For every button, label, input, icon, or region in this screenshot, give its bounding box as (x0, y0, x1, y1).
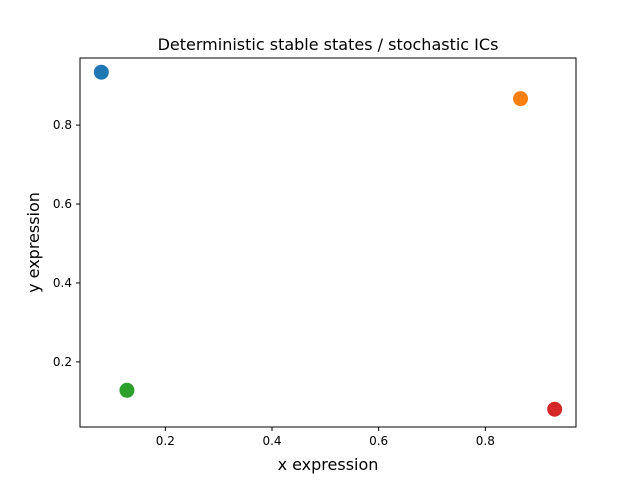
y-axis-label: y expression (24, 192, 43, 293)
y-tick-label: 0.4 (53, 276, 72, 290)
data-point-1 (93, 64, 109, 80)
x-tick-label: 0.6 (369, 434, 388, 448)
data-point-3 (119, 382, 135, 398)
x-tick-label: 0.8 (476, 434, 495, 448)
x-tick-label: 0.2 (156, 434, 175, 448)
data-points (93, 64, 563, 417)
data-point-2 (513, 91, 529, 107)
y-tick-label: 0.2 (53, 355, 72, 369)
plot-area (80, 58, 576, 427)
data-point-4 (547, 401, 563, 417)
x-axis-label: x expression (278, 455, 379, 474)
y-tick-label: 0.6 (53, 197, 72, 211)
x-axis-ticks: 0.2 0.4 0.6 0.8 (156, 427, 495, 448)
plot-frame (79, 57, 577, 428)
y-tick-label: 0.8 (53, 118, 72, 132)
y-axis-ticks: 0.2 0.4 0.6 0.8 (53, 118, 80, 369)
x-tick-label: 0.4 (262, 434, 281, 448)
chart-title: Deterministic stable states / stochastic… (158, 35, 499, 54)
